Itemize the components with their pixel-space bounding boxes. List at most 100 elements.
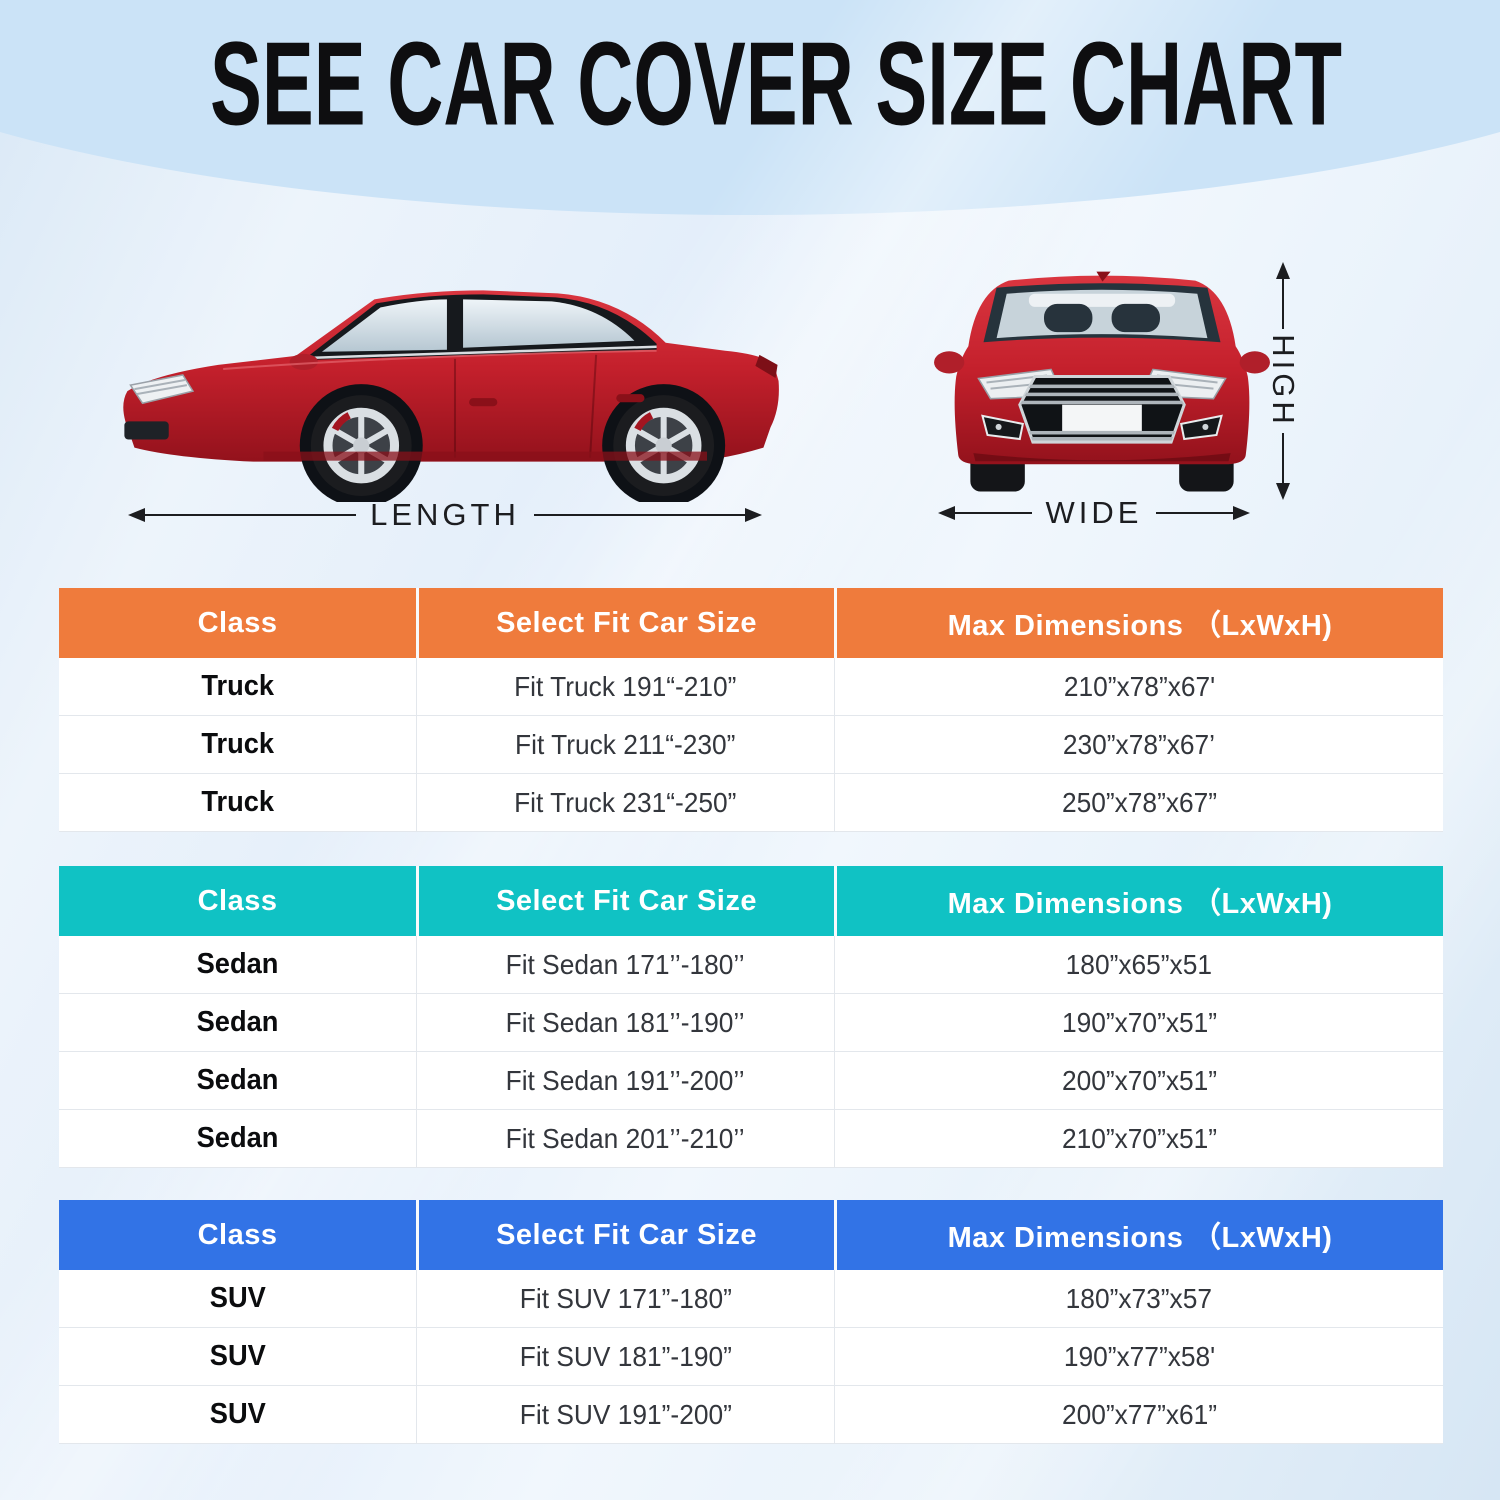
fit-cell-text: Fit Truck 191“-210”	[514, 670, 737, 702]
class-cell: SUV	[59, 1328, 416, 1385]
max-cell-text: 230”x78”x67’	[1062, 728, 1216, 760]
max-cell-text: 210”x70”x51”	[1061, 1122, 1217, 1154]
door-handle-2	[616, 394, 645, 403]
header-cell-class-text: Class	[197, 606, 278, 639]
fit-cell: Fit Sedan 191’’-200’’	[416, 1052, 834, 1109]
wide-dimension-arrow: WIDE	[938, 495, 1250, 531]
header-cell-fit: Select Fit Car Size	[416, 866, 834, 936]
fit-cell: Fit Truck 211“-230”	[416, 716, 834, 773]
class-cell: Sedan	[59, 936, 416, 993]
length-dimension-arrow: LENGTH	[128, 497, 762, 533]
right-headrest	[1111, 303, 1160, 333]
left-mirror	[934, 351, 965, 374]
rocker-shadow	[263, 451, 707, 461]
class-cell: SUV	[59, 1386, 416, 1443]
wide-label: WIDE	[1045, 495, 1143, 530]
window-trim	[309, 345, 657, 360]
header-cell-max: Max Dimensions （LxWxH)	[834, 588, 1443, 658]
high-label: HIGH	[1266, 334, 1301, 428]
header-cell-fit-text: Select Fit Car Size	[496, 606, 757, 639]
front-window	[321, 299, 447, 352]
left-headrest	[1044, 303, 1093, 333]
class-cell-text: Truck	[201, 670, 274, 702]
arrow-left-icon	[938, 506, 955, 520]
suv-table-row: SUV Fit SUV 171”-180” 180”x73”x57	[59, 1270, 1443, 1328]
rear-wheel	[613, 395, 715, 496]
truck-table-row: Truck Fit Truck 231“-250” 250”x78”x67”	[59, 774, 1443, 832]
max-cell: 190”x70”x51”	[834, 994, 1443, 1051]
max-cell-text: 180”x65”x51	[1065, 948, 1213, 980]
max-cell-text: 190”x77”x58'	[1063, 1340, 1215, 1372]
truck-table-header-row: Class Select Fit Car Size Max Dimensions （…	[59, 588, 1443, 658]
taillight	[755, 354, 778, 379]
side-view-car-illustration	[123, 290, 779, 502]
class-cell: Truck	[59, 716, 416, 773]
class-cell-text: Sedan	[196, 1122, 279, 1154]
fit-cell-text: Fit SUV 171”-180”	[519, 1282, 732, 1314]
header-cell-fit: Select Fit Car Size	[416, 588, 834, 658]
fit-cell: Fit SUV 181”-190”	[416, 1328, 834, 1385]
class-cell: Truck	[59, 658, 416, 715]
door-handle-1	[469, 398, 498, 407]
fit-cell-text: Fit Truck 211“-230”	[515, 728, 736, 760]
class-cell-text: SUV	[209, 1340, 266, 1372]
max-cell: 180”x73”x57	[834, 1270, 1443, 1327]
truck-table-row: Truck Fit Truck 211“-230” 230”x78”x67’	[59, 716, 1443, 774]
header-cell-class-text: Class	[197, 884, 278, 917]
suv-table-row: SUV Fit SUV 181”-190” 190”x77”x58'	[59, 1328, 1443, 1386]
class-cell: Sedan	[59, 1052, 416, 1109]
sedan-table-header-row: Class Select Fit Car Size Max Dimensions （…	[59, 866, 1443, 936]
class-cell-text: Sedan	[196, 948, 279, 980]
max-cell: 200”x70”x51”	[834, 1052, 1443, 1109]
max-cell: 210”x70”x51”	[834, 1110, 1443, 1167]
beltline-highlight	[223, 349, 657, 370]
fit-cell: Fit SUV 191”-200”	[416, 1386, 834, 1443]
rear-window	[463, 299, 635, 348]
max-cell-text: 200”x77”x61”	[1061, 1398, 1217, 1430]
truck-size-table: Class Select Fit Car Size Max Dimensions （…	[59, 588, 1443, 832]
page-title: SEE CAR COVER SIZE CHART	[210, 16, 1342, 151]
right-fog-light	[1179, 414, 1223, 441]
class-cell-text: Sedan	[196, 1064, 279, 1096]
grille-bars	[1019, 384, 1185, 441]
door-seam-2	[589, 354, 598, 458]
fit-cell: Fit Sedan 171’’-180’’	[416, 936, 834, 993]
class-cell: SUV	[59, 1270, 416, 1327]
length-label: LENGTH	[370, 497, 520, 532]
header-cell-max: Max Dimensions （LxWxH)	[834, 1200, 1443, 1270]
fit-cell-text: Fit Sedan 201’’-210’’	[506, 1122, 746, 1154]
class-cell: Truck	[59, 774, 416, 831]
fit-cell-text: Fit Sedan 181’’-190’’	[506, 1006, 746, 1038]
sedan-table-row: Sedan Fit Sedan 171’’-180’’ 180”x65”x51	[59, 936, 1443, 994]
header-cell-fit: Select Fit Car Size	[416, 1200, 834, 1270]
roof-antenna-fin	[1096, 271, 1111, 282]
header-cell-max-text: Max Dimensions （LxWxH)	[947, 610, 1333, 642]
class-cell-text: Sedan	[196, 1006, 279, 1038]
sedan-table-row: Sedan Fit Sedan 191’’-200’’ 200”x70”x51”	[59, 1052, 1443, 1110]
max-cell-text: 200”x70”x51”	[1061, 1064, 1217, 1096]
front-wheel	[310, 395, 412, 496]
class-cell-text: Truck	[201, 786, 274, 818]
fit-cell: Fit SUV 171”-180”	[416, 1270, 834, 1327]
fit-cell-text: Fit Sedan 191’’-200’’	[506, 1064, 746, 1096]
fit-cell-text: Fit Truck 231“-250”	[514, 786, 737, 818]
header-cell-max-text: Max Dimensions （LxWxH)	[947, 1222, 1333, 1254]
sedan-size-table: Class Select Fit Car Size Max Dimensions （…	[59, 866, 1443, 1168]
left-fog-light	[981, 414, 1025, 441]
truck-table-row: Truck Fit Truck 191“-210” 210”x78”x67'	[59, 658, 1443, 716]
bumper-shadow	[973, 453, 1231, 462]
top-curved-band	[0, 0, 1500, 215]
class-cell-text: SUV	[209, 1398, 266, 1430]
suv-table-header-row: Class Select Fit Car Size Max Dimensions （…	[59, 1200, 1443, 1270]
arrow-down-icon	[1276, 483, 1290, 500]
license-plate	[1062, 404, 1142, 431]
max-cell-text: 180”x73”x57	[1065, 1282, 1213, 1314]
fit-cell-text: Fit SUV 191”-200”	[519, 1398, 732, 1430]
max-cell-text: 250”x78”x67”	[1061, 786, 1217, 818]
high-dimension-arrow: HIGH	[1255, 262, 1311, 500]
arrow-right-icon	[745, 508, 762, 522]
max-cell: 200”x77”x61”	[834, 1386, 1443, 1443]
sedan-table-row: Sedan Fit Sedan 201’’-210’’ 210”x70”x51”	[59, 1110, 1443, 1168]
max-cell: 250”x78”x67”	[834, 774, 1443, 831]
max-cell: 210”x78”x67'	[834, 658, 1443, 715]
